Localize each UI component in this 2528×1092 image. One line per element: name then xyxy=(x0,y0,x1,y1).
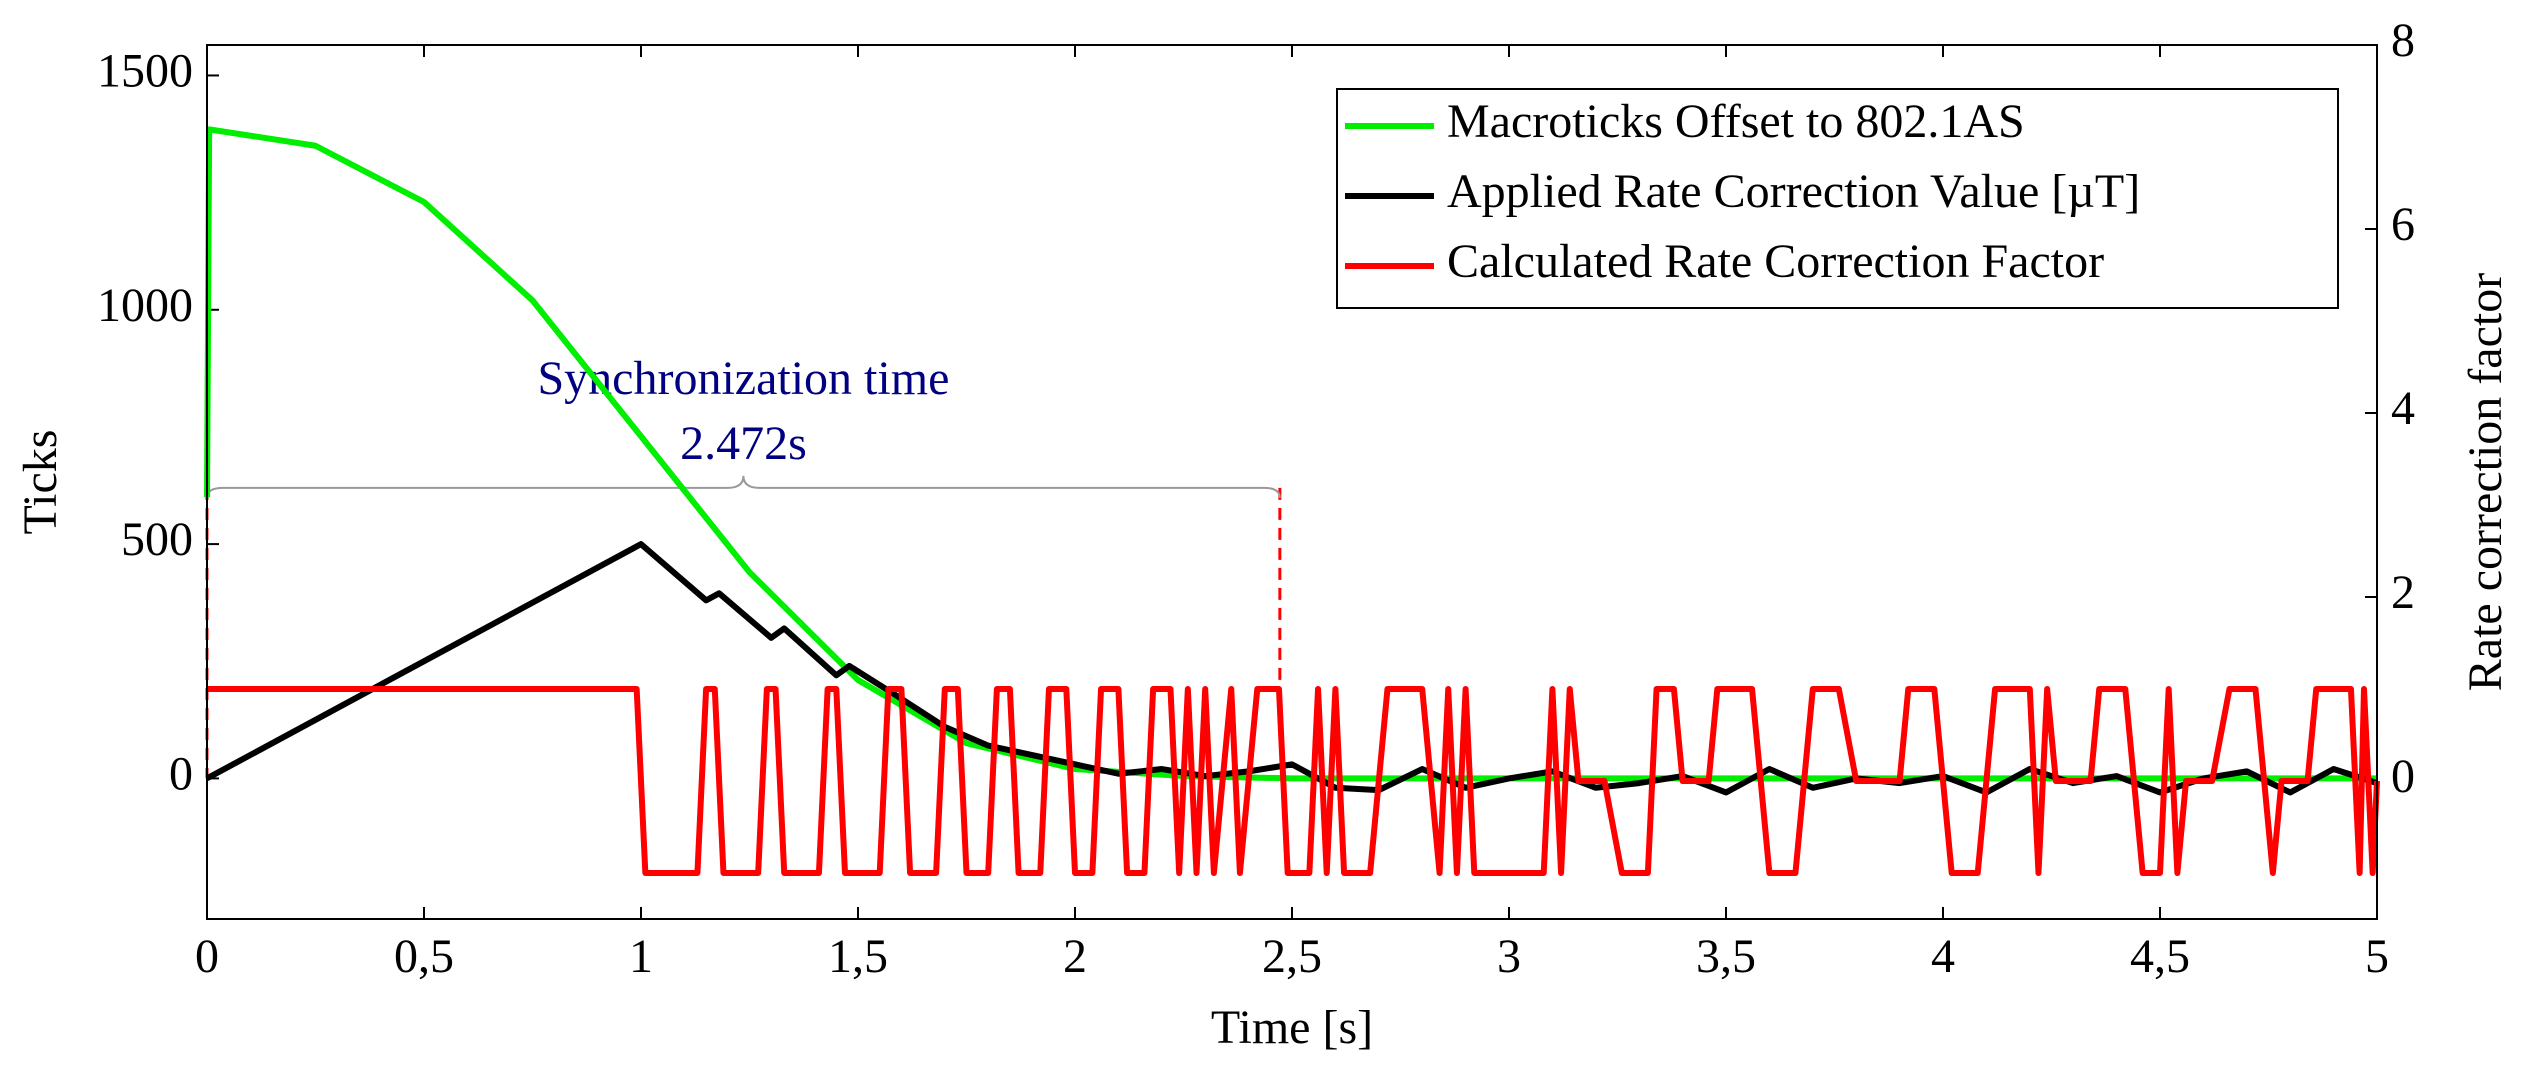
x-tick-label: 0,5 xyxy=(394,930,454,983)
legend-box xyxy=(1336,88,2339,309)
annotation-text: Synchronization time xyxy=(537,352,949,405)
x-tick-label: 5 xyxy=(2365,930,2389,983)
legend-label: Applied Rate Correction Value [µT] xyxy=(1447,165,2140,218)
y2-tick-label: 8 xyxy=(2391,14,2415,67)
x-tick-label: 4 xyxy=(1931,930,1955,983)
x-tick-label: 2,5 xyxy=(1262,930,1322,983)
x-tick-label: 3 xyxy=(1497,930,1521,983)
y2-tick-label: 2 xyxy=(2391,566,2415,619)
x-tick-label: 3,5 xyxy=(1696,930,1756,983)
x-axis-label: Time [s] xyxy=(1211,1001,1373,1054)
annotation-text: 2.472s xyxy=(680,417,807,470)
y2-tick-label: 4 xyxy=(2391,382,2415,435)
y-tick-label: 1000 xyxy=(97,279,193,332)
legend-label: Macroticks Offset to 802.1AS xyxy=(1447,95,2025,148)
series-line xyxy=(207,686,2380,876)
y2-tick-label: 6 xyxy=(2391,198,2415,251)
y-tick-label: 0 xyxy=(169,747,193,800)
y-tick-label: 1500 xyxy=(97,44,193,97)
legend-label: Calculated Rate Correction Factor xyxy=(1447,235,2104,288)
x-tick-label: 4,5 xyxy=(2130,930,2190,983)
x-tick-label: 2 xyxy=(1063,930,1087,983)
x-tick-label: 1,5 xyxy=(828,930,888,983)
plot-frame xyxy=(206,44,2378,920)
y-axis-label: Ticks xyxy=(14,430,67,535)
brace xyxy=(206,475,1281,498)
y2-tick-label: 0 xyxy=(2391,750,2415,803)
y2-axis-label: Rate correction factor xyxy=(2459,273,2512,691)
y-tick-label: 500 xyxy=(121,513,193,566)
x-tick-label: 1 xyxy=(629,930,653,983)
x-tick-label: 0 xyxy=(195,930,219,983)
